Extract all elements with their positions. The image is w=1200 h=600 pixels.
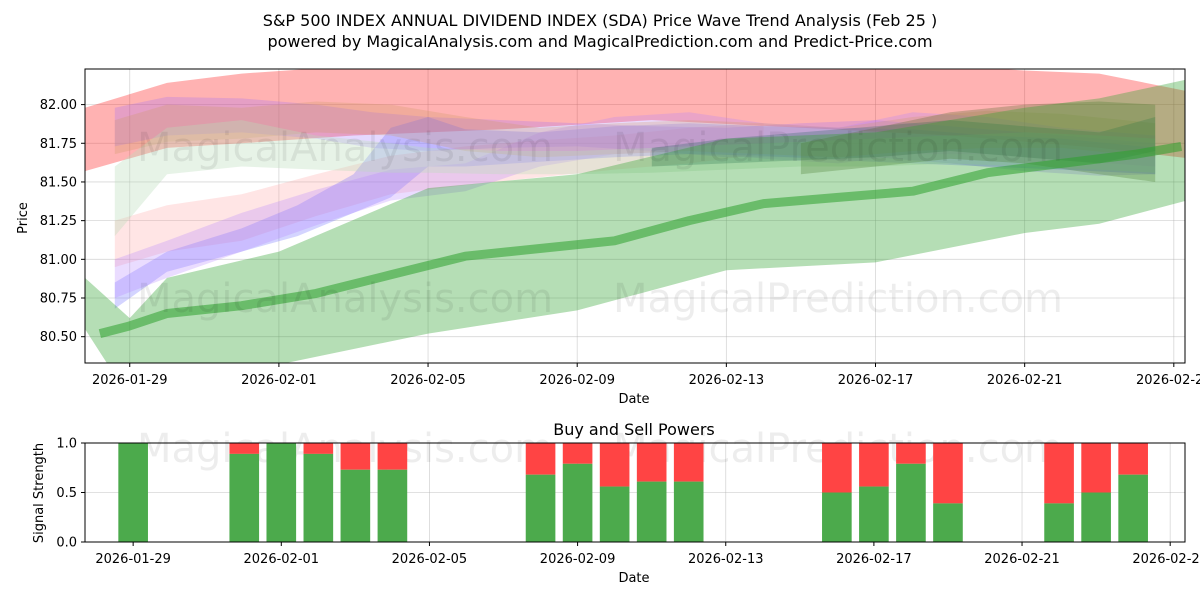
watermark-text: MagicalPrediction.com xyxy=(613,125,1063,171)
chart-title-line2: powered by MagicalAnalysis.com and Magic… xyxy=(267,32,932,51)
watermark-text: MagicalPrediction.com xyxy=(613,276,1063,322)
sell-power-bar xyxy=(1081,443,1111,493)
price-grid xyxy=(85,69,1185,363)
price-y-tick-label: 82.00 xyxy=(40,98,77,113)
wave-band-2 xyxy=(114,123,764,268)
buy-power-bar xyxy=(266,443,297,542)
trend-line xyxy=(98,141,1183,338)
sell-power-bar xyxy=(340,443,371,470)
signal-xlabel: Date xyxy=(618,571,649,586)
buy-power-bar xyxy=(1118,474,1148,542)
buy-power-bar xyxy=(1081,492,1111,542)
buy-power-bar xyxy=(636,481,667,542)
price-y-tick-label: 81.25 xyxy=(40,214,77,229)
buy-power-bar xyxy=(896,463,926,542)
sell-power-bar xyxy=(896,443,926,464)
price-series-layer xyxy=(85,69,1185,363)
price-x-tick-label: 2026-01-29 xyxy=(92,373,168,388)
sell-power-bar xyxy=(1044,443,1074,504)
wave-band-6 xyxy=(114,101,1156,158)
sell-power-bar xyxy=(1118,443,1148,475)
price-x-tick-label: 2026-02-01 xyxy=(241,373,317,388)
watermark-text: MagicalAnalysis.com xyxy=(137,125,553,171)
price-y-tick-label: 80.50 xyxy=(40,330,77,345)
sell-power-bar xyxy=(525,443,556,475)
sell-power-bar xyxy=(599,443,630,487)
buy-power-bar xyxy=(673,481,704,542)
price-y-tick-label: 81.50 xyxy=(40,175,77,190)
price-plot-frame xyxy=(84,68,1186,364)
buy-power-bar xyxy=(377,469,408,542)
price-x-tick-label: 2026-02-09 xyxy=(539,373,615,388)
signal-x-tick-label: 2026-02-09 xyxy=(540,552,616,567)
signal-x-tick-label: 2026-02-17 xyxy=(836,552,912,567)
signal-y-tick-label: 0.5 xyxy=(56,486,77,501)
sell-power-bar xyxy=(933,443,963,504)
buy-power-bar xyxy=(525,474,556,542)
signal-x-tick-label: 2026-02-21 xyxy=(984,552,1060,567)
sell-power-bar xyxy=(673,443,704,482)
price-plot: MagicalAnalysis.com MagicalPrediction.com… xyxy=(40,68,1200,388)
signal-chart-title: Buy and Sell Powers xyxy=(553,420,715,439)
sell-power-bar xyxy=(562,443,593,464)
sell-power-bar xyxy=(636,443,667,482)
chart-title-line1: S&P 500 INDEX ANNUAL DIVIDEND INDEX (SDA… xyxy=(263,11,937,30)
sell-power-bar xyxy=(303,443,334,454)
price-x-tick-label: 2026-02-05 xyxy=(390,373,466,388)
buy-power-bar xyxy=(933,503,963,542)
signal-y-tick-label: 1.0 xyxy=(56,437,77,452)
signal-x-tick-label: 2026-01-29 xyxy=(95,552,171,567)
wave-band-3 xyxy=(114,96,1156,176)
watermark-text: MagicalAnalysis.com xyxy=(137,276,553,322)
buy-power-bar xyxy=(118,443,148,542)
sell-power-bar xyxy=(859,443,889,487)
wave-band-8 xyxy=(651,117,1156,167)
sell-power-bar xyxy=(229,443,260,454)
price-ylabel: Price xyxy=(16,202,31,234)
trend-band xyxy=(85,79,1185,363)
buy-power-bar xyxy=(599,486,630,542)
signal-x-tick-label: 2026-02-05 xyxy=(392,552,468,567)
wave-band-4 xyxy=(114,117,1156,309)
price-x-tick-label: 2026-02-21 xyxy=(987,373,1063,388)
price-y-tick-label: 81.00 xyxy=(40,253,77,268)
buy-power-bar xyxy=(822,492,852,542)
sell-power-bar xyxy=(822,443,852,493)
buy-power-bar xyxy=(340,469,371,542)
buy-power-bar xyxy=(1044,503,1074,542)
wave-band-5 xyxy=(114,112,1156,298)
signal-x-tick-label: 2026-02-13 xyxy=(688,552,764,567)
signal-plot: MagicalAnalysis.comMagicalPrediction.com… xyxy=(56,426,1200,567)
sell-power-bar xyxy=(377,443,408,470)
signal-ylabel: Signal Strength xyxy=(32,443,47,543)
price-xlabel: Date xyxy=(618,392,649,407)
price-x-tick-label: 2026-02-17 xyxy=(838,373,914,388)
wave-band-7 xyxy=(114,120,1156,237)
buy-power-bar xyxy=(562,463,593,542)
buy-power-bar xyxy=(229,453,260,542)
buy-power-bar xyxy=(303,453,334,542)
price-x-tick-label: 2026-02-13 xyxy=(689,373,765,388)
buy-power-bar xyxy=(859,486,889,542)
price-x-tick-label: 2026-02-25 xyxy=(1136,373,1200,388)
signal-x-tick-label: 2026-02-25 xyxy=(1132,552,1200,567)
price-y-tick-label: 81.75 xyxy=(40,137,77,152)
wave-band-1 xyxy=(85,69,1185,172)
signal-x-tick-label: 2026-02-01 xyxy=(244,552,320,567)
price-y-tick-label: 80.75 xyxy=(40,292,77,307)
signal-y-tick-label: 0.0 xyxy=(56,536,77,551)
